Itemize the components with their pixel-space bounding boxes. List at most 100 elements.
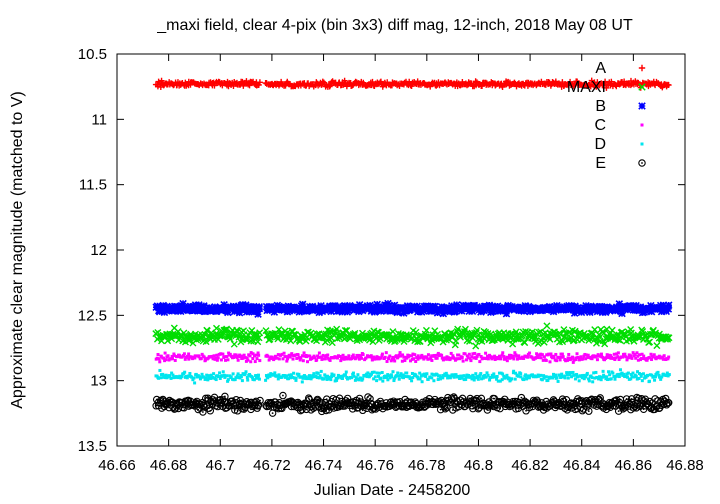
- data-point: [646, 338, 654, 346]
- data-point: [168, 406, 170, 409]
- data-point: [295, 372, 299, 376]
- data-point: [251, 376, 255, 380]
- data-point: [543, 322, 551, 330]
- data-point: [599, 352, 603, 356]
- data-point: [513, 377, 517, 381]
- data-point: [439, 408, 442, 411]
- data-point: [424, 374, 428, 378]
- data-point: [215, 353, 219, 357]
- data-point: [242, 308, 251, 316]
- data-point: [501, 351, 505, 355]
- data-point: [255, 304, 264, 313]
- data-point: [271, 373, 275, 377]
- data-point: [294, 376, 298, 380]
- data-point: [225, 355, 229, 359]
- data-point: [399, 372, 403, 376]
- data-point: [369, 397, 371, 400]
- series-b: [152, 299, 673, 318]
- data-point: [259, 399, 261, 402]
- data-point: [490, 373, 494, 377]
- data-point: [585, 353, 589, 357]
- data-point: [315, 376, 319, 380]
- data-point: [491, 375, 495, 379]
- data-point: [308, 374, 312, 378]
- data-point: [407, 354, 411, 358]
- x-tick-label: 46.68: [150, 457, 188, 474]
- data-point: [459, 301, 467, 310]
- data-point: [287, 373, 291, 377]
- data-point: [616, 355, 620, 359]
- data-point: [353, 378, 357, 382]
- data-point: [233, 378, 237, 382]
- y-tick-label: 11.5: [79, 177, 107, 194]
- data-point: [211, 375, 215, 379]
- data-point: [426, 377, 430, 381]
- data-point: [464, 377, 468, 381]
- data-point: [466, 375, 470, 379]
- data-point: [587, 377, 591, 381]
- data-point: [615, 352, 619, 356]
- data-point: [492, 372, 496, 376]
- data-point: [653, 342, 661, 350]
- data-point: [187, 352, 191, 356]
- data-point: [476, 397, 478, 400]
- data-point: [290, 352, 294, 356]
- data-point: [412, 357, 416, 361]
- data-point: [166, 374, 170, 378]
- data-point: [471, 407, 474, 410]
- data-point: [214, 356, 218, 360]
- data-point: [325, 377, 329, 381]
- data-point: [356, 373, 360, 377]
- data-point: [318, 402, 321, 405]
- data-point: [305, 355, 309, 359]
- data-point: [408, 376, 412, 380]
- data-point: [604, 377, 608, 381]
- legend-marker: [641, 162, 643, 164]
- data-point: [498, 379, 502, 383]
- axis-ticks: [116, 53, 686, 447]
- data-point: [647, 379, 651, 383]
- legend-label: E: [595, 155, 606, 172]
- data-point: [651, 402, 654, 404]
- data-point: [561, 375, 565, 379]
- data-point: [519, 375, 523, 379]
- data-point: [484, 351, 488, 355]
- data-point: [365, 375, 369, 379]
- data-point: [440, 353, 444, 357]
- data-point: [278, 375, 282, 379]
- data-point: [664, 301, 673, 309]
- data-point: [309, 377, 313, 381]
- data-point: [479, 372, 483, 376]
- data-point: [392, 357, 396, 361]
- data-point: [253, 360, 257, 364]
- data-point: [447, 374, 451, 378]
- data-point: [526, 376, 530, 380]
- data-point: [636, 396, 638, 399]
- data-point: [366, 371, 370, 375]
- data-point: [438, 377, 442, 381]
- data-point: [308, 398, 311, 401]
- data-point: [411, 398, 419, 406]
- x-tick-label: 46.84: [563, 457, 601, 474]
- data-point: [615, 300, 624, 308]
- data-point: [223, 325, 231, 333]
- data-point: [276, 353, 280, 357]
- data-point: [183, 357, 187, 361]
- data-point: [595, 358, 599, 362]
- data-point: [325, 398, 328, 401]
- data-point: [435, 353, 439, 357]
- data-point: [418, 371, 422, 375]
- data-point: [636, 370, 640, 374]
- data-point: [649, 352, 653, 356]
- data-point: [467, 374, 471, 378]
- data-point: [266, 376, 270, 380]
- data-point: [305, 402, 307, 405]
- data-point: [307, 397, 310, 400]
- data-point: [436, 377, 440, 381]
- data-point: [430, 372, 434, 376]
- data-point: [298, 358, 302, 362]
- data-point: [369, 354, 373, 358]
- data-point: [351, 353, 355, 357]
- data-point: [605, 353, 609, 357]
- data-point: [481, 375, 485, 379]
